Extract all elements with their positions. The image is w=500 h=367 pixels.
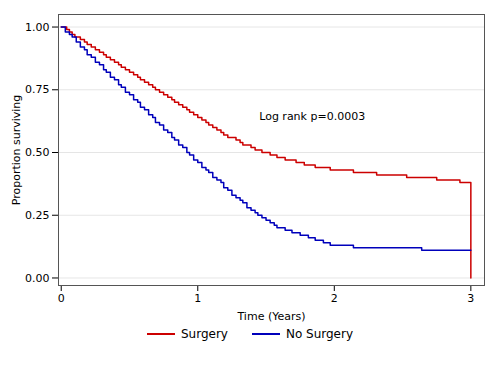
svg-text:Time (Years): Time (Years): [236, 310, 305, 323]
svg-text:0.50: 0.50: [25, 146, 50, 159]
svg-text:0.75: 0.75: [25, 83, 50, 96]
svg-text:Log rank p=0.0003: Log rank p=0.0003: [259, 110, 365, 123]
svg-text:1: 1: [194, 292, 201, 305]
svg-text:3: 3: [467, 292, 474, 305]
svg-text:0.00: 0.00: [25, 271, 50, 284]
svg-text:1.00: 1.00: [25, 21, 50, 34]
html-text:No Surgery: No Surgery: [285, 327, 353, 341]
svg-text:2: 2: [331, 292, 338, 305]
svg-text:0.25: 0.25: [25, 209, 50, 222]
svg-text:0: 0: [58, 292, 65, 305]
html-text:Surgery: Surgery: [180, 327, 228, 341]
svg-text:Proportion surviving: Proportion surviving: [10, 95, 23, 206]
